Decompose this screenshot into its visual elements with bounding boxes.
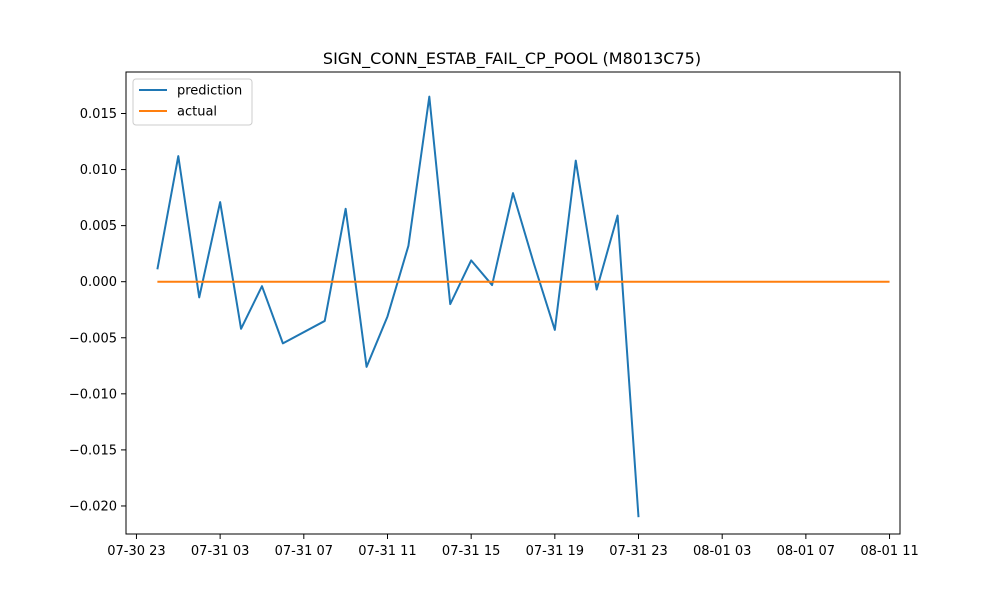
plot-background bbox=[126, 72, 900, 534]
y-tick-label: −0.005 bbox=[69, 331, 117, 346]
x-tick-label: 07-31 19 bbox=[526, 544, 584, 559]
x-tick-label: 08-01 07 bbox=[777, 544, 835, 559]
legend-label-actual: actual bbox=[177, 105, 217, 120]
x-tick-label: 07-31 15 bbox=[442, 544, 500, 559]
y-tick-label: 0.010 bbox=[80, 163, 117, 178]
legend-label-prediction: prediction bbox=[177, 84, 242, 99]
x-tick-label: 07-31 11 bbox=[358, 544, 416, 559]
plot-area bbox=[126, 72, 900, 534]
x-tick-label: 07-31 03 bbox=[191, 544, 249, 559]
y-tick-label: −0.020 bbox=[69, 499, 117, 514]
y-tick-label: 0.015 bbox=[80, 107, 117, 122]
y-tick-label: 0.000 bbox=[80, 275, 117, 290]
chart-title: SIGN_CONN_ESTAB_FAIL_CP_POOL (M8013C75) bbox=[323, 49, 701, 69]
axes-layer: 07-30 23 07-31 03 07-31 07 07-31 11 07-31 15… bbox=[69, 71, 919, 559]
axes-frame bbox=[125, 71, 901, 535]
x-tick-label: 08-01 11 bbox=[860, 544, 918, 559]
series-line-prediction bbox=[156, 95, 640, 518]
y-tick-label: −0.015 bbox=[69, 443, 117, 458]
series-layer bbox=[156, 95, 890, 518]
y-tick-label: −0.010 bbox=[69, 387, 117, 402]
x-tick-label: 07-31 07 bbox=[275, 544, 333, 559]
x-tick-label: 07-30 23 bbox=[107, 544, 165, 559]
x-tick-label: 08-01 03 bbox=[693, 544, 751, 559]
legend: prediction actual bbox=[132, 78, 253, 126]
x-tick-label: 07-31 23 bbox=[609, 544, 667, 559]
y-tick-label: 0.005 bbox=[80, 219, 117, 234]
